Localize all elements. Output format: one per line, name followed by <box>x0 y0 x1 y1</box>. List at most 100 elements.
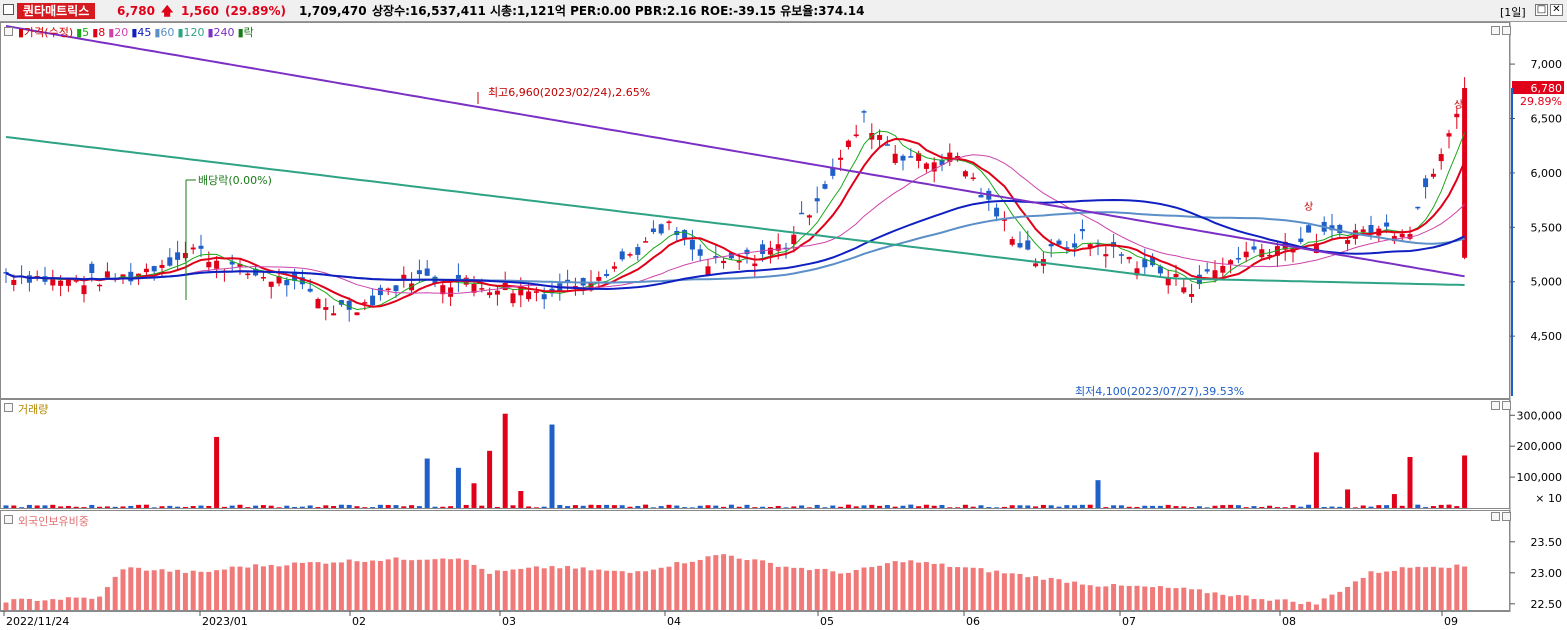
panel-close-icon[interactable] <box>1502 512 1511 521</box>
restore-button[interactable]: □ <box>1535 4 1548 16</box>
volume-bar <box>284 505 290 508</box>
foreign-ratio-bar <box>1267 600 1273 610</box>
panel-close-icon[interactable] <box>1502 401 1511 410</box>
foreign-ratio-bar <box>783 566 789 610</box>
foreign-ratio-bar <box>1095 586 1101 610</box>
foreign-ratio-bar <box>1142 586 1148 610</box>
candle-body <box>175 252 181 260</box>
foreign-ratio-bar <box>1196 589 1202 610</box>
limit-up-annotation: 상 <box>1304 201 1313 213</box>
volume-bar <box>50 504 56 508</box>
close-button[interactable]: ✕ <box>1550 4 1563 16</box>
foreign-ratio-bar <box>182 572 188 610</box>
candle-body <box>1033 263 1039 267</box>
volume-bar <box>643 504 649 508</box>
volume-bar <box>1095 480 1101 508</box>
foreign-ratio-bar <box>89 598 95 610</box>
volume-bar <box>1321 506 1327 508</box>
volume-bar <box>775 505 781 508</box>
volume-bar <box>791 506 797 508</box>
volume-bar <box>1368 506 1374 508</box>
volume-bar <box>533 507 539 508</box>
volume-bar <box>1251 506 1257 508</box>
foreign-ratio-bar <box>643 571 649 610</box>
volume-bar <box>1173 506 1179 508</box>
foreign-ratio-bar <box>978 568 984 610</box>
panel-toggle-icon[interactable] <box>4 515 13 524</box>
foreign-ratio-bar <box>900 562 906 610</box>
candle-body <box>128 271 134 282</box>
panel-toggle-icon[interactable] <box>4 27 13 36</box>
foreign-ratio-bar <box>11 599 17 610</box>
volume-bar <box>877 505 883 508</box>
foreign-ratio-bar <box>237 566 243 610</box>
volume-bar <box>1446 504 1452 508</box>
volume-bar <box>346 504 352 508</box>
price-tick-label: 6,500 <box>1531 113 1563 126</box>
candle-body <box>190 247 196 250</box>
dividend-annotation: 배당락(0.00%) <box>198 174 272 187</box>
foreign-ratio-bar <box>268 565 274 610</box>
volume-bar <box>1376 505 1382 508</box>
volume-bar <box>1072 505 1078 508</box>
volume-bar <box>292 506 298 508</box>
volume-bar <box>1462 455 1468 508</box>
foreign-tick-label: 23.50 <box>1531 536 1563 549</box>
low-annotation: 최저4,100(2023/07/27),39.53% <box>1075 385 1244 398</box>
foreign-ratio-bar <box>658 567 664 610</box>
candle-body <box>1259 249 1265 258</box>
foreign-ratio-bar <box>323 563 329 610</box>
foreign-ratio-bar <box>931 563 937 610</box>
volume-bar <box>978 505 984 508</box>
volume-tick-label: 300,000 <box>1517 409 1563 422</box>
panel-maximize-icon[interactable] <box>1491 512 1500 521</box>
panel-toggle-icon[interactable] <box>4 403 13 412</box>
candle-body <box>1103 254 1109 257</box>
candle-body <box>97 284 103 287</box>
candle-body <box>331 313 337 316</box>
candle-body <box>424 268 430 276</box>
foreign-ratio-bar <box>190 570 196 610</box>
volume-bar <box>1040 504 1046 508</box>
panel-maximize-icon[interactable] <box>1491 26 1500 35</box>
foreign-ratio-bar <box>65 597 71 610</box>
foreign-ratio-bar <box>1430 566 1436 610</box>
foreign-ratio-bar <box>1368 571 1374 610</box>
volume-bar <box>221 506 227 508</box>
volume-bar <box>393 505 399 508</box>
stock-name[interactable]: 퀀타매트릭스 <box>17 3 96 19</box>
foreign-ratio-bar <box>1438 567 1444 610</box>
panel-maximize-icon[interactable] <box>1491 401 1500 410</box>
period-selector[interactable]: [1일] <box>1500 6 1526 19</box>
candle-body <box>1157 266 1163 274</box>
panel-close-icon[interactable] <box>1502 26 1511 35</box>
candle-body <box>752 263 758 267</box>
volume-bar <box>58 506 64 508</box>
candle-body <box>73 280 79 282</box>
foreign-ratio-bar <box>34 600 40 610</box>
candle-body <box>1251 246 1257 250</box>
checkbox[interactable] <box>3 4 14 15</box>
volume-bar <box>760 506 766 508</box>
foreign-ratio-bar <box>58 599 64 610</box>
volume-bar <box>128 505 134 508</box>
volume-legend: 거래량 <box>18 403 49 416</box>
candle-body <box>1142 258 1148 268</box>
foreign-ratio-bar <box>705 556 711 610</box>
foreign-ratio-bar <box>112 576 118 610</box>
foreign-ratio-bar <box>861 567 867 610</box>
foreign-ratio-bar <box>884 563 890 610</box>
volume-bar <box>744 504 750 508</box>
foreign-ratio-bar <box>814 568 820 610</box>
volume-bar <box>424 458 430 508</box>
candle-body <box>611 266 617 269</box>
foreign-ratio-bar <box>42 600 48 610</box>
candle-body <box>994 207 1000 217</box>
volume-bar <box>947 507 953 508</box>
volume-bar <box>1267 505 1273 508</box>
foreign-ratio-bar <box>1391 570 1397 610</box>
foreign-ratio-bar <box>580 567 586 610</box>
volume-unit: × 10 <box>1535 492 1562 505</box>
volume-bar <box>518 491 524 508</box>
foreign-ratio-bar <box>73 597 79 610</box>
